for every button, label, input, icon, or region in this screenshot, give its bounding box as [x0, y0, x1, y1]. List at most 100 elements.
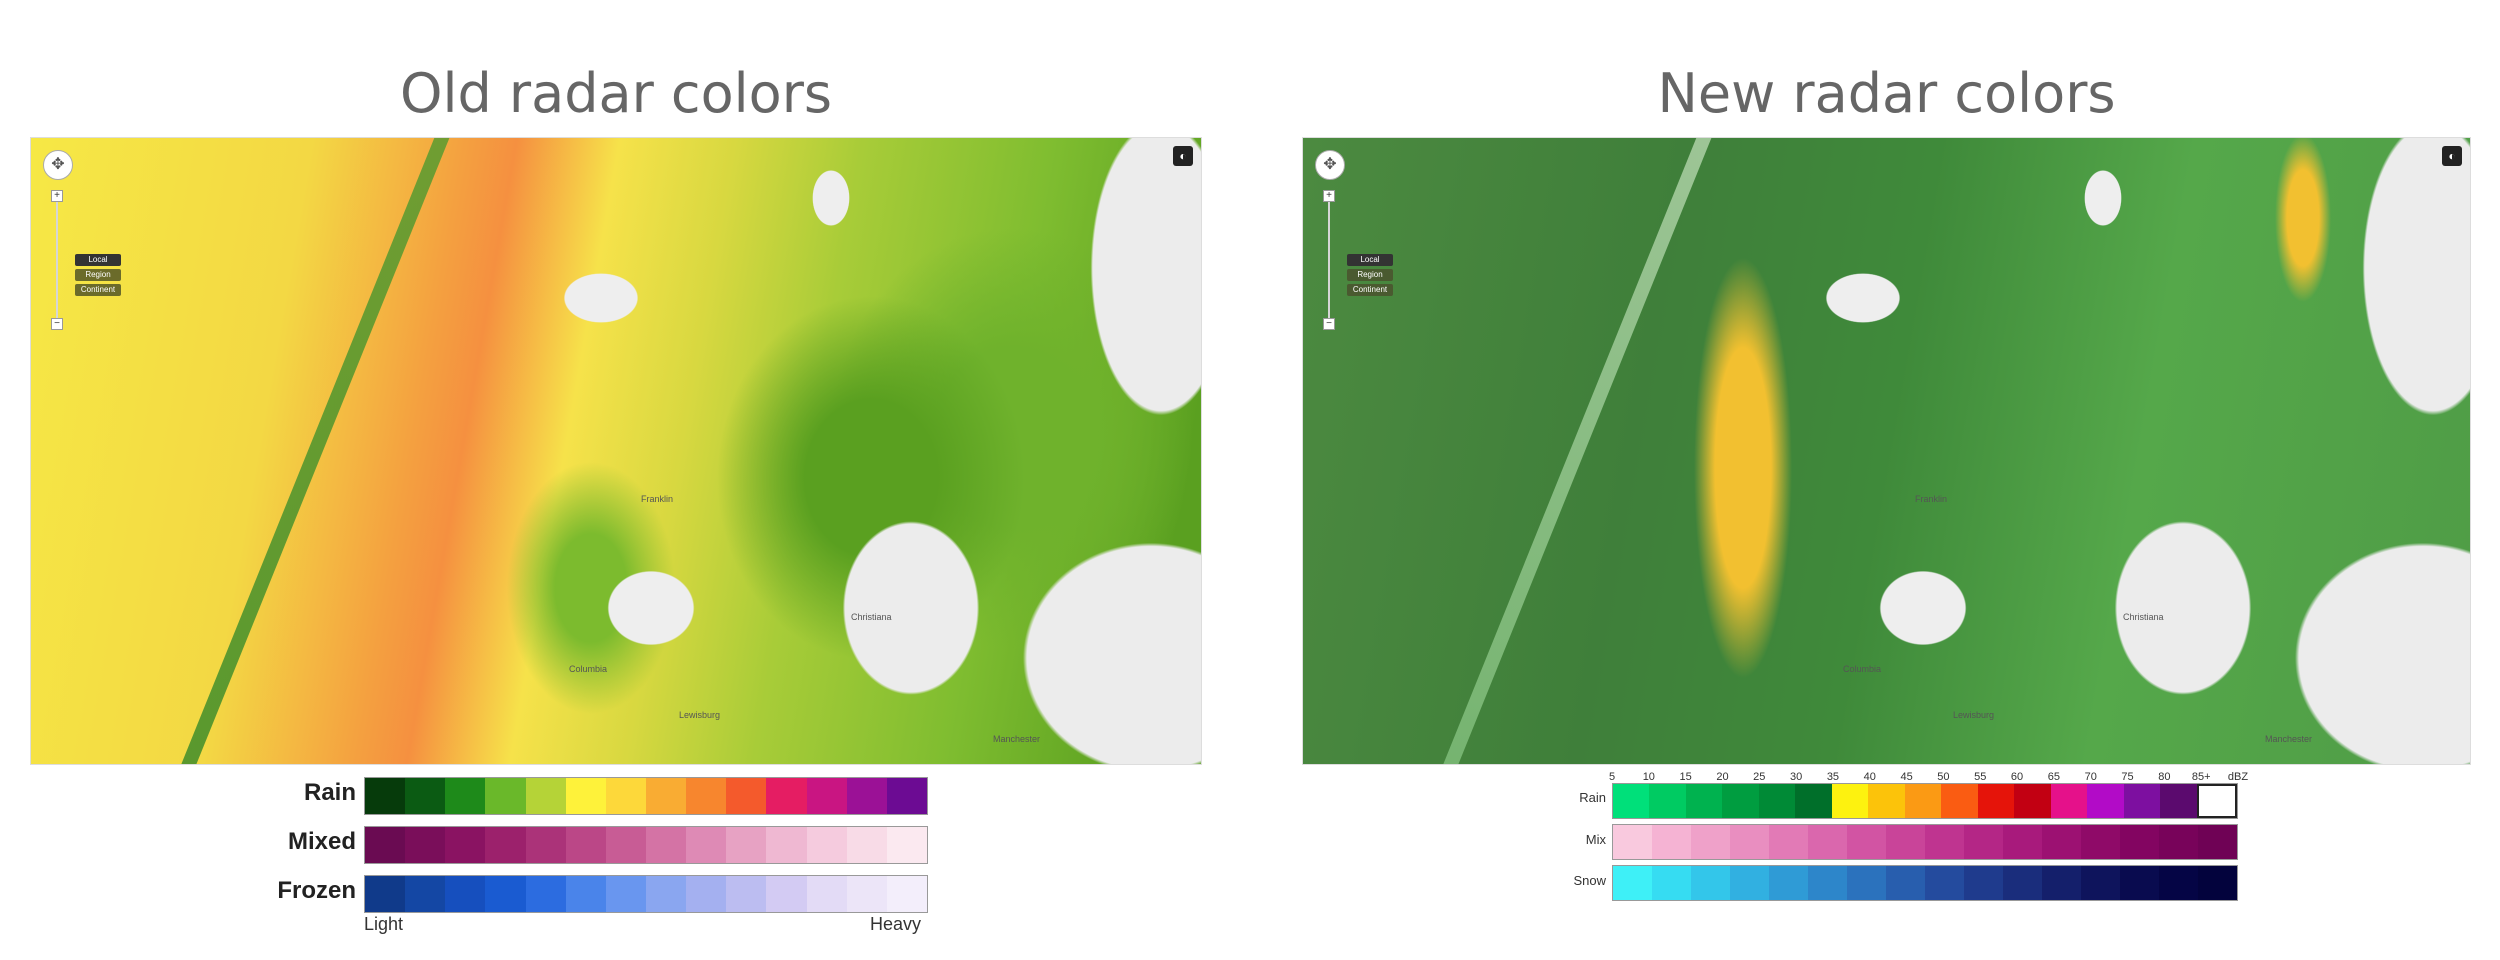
- place-label-christiana: Christiana: [851, 612, 892, 622]
- level-continent-button[interactable]: Continent: [75, 284, 121, 296]
- dbz-tick-label: 15: [1679, 771, 1692, 783]
- level-local-button[interactable]: Local: [1347, 254, 1393, 266]
- level-continent-button[interactable]: Continent: [1347, 284, 1393, 296]
- color-swatch: [1886, 825, 1925, 859]
- legend-label-mix: Mix: [1585, 832, 1606, 847]
- new-snow-color-bar: [1612, 865, 2238, 901]
- color-swatch: [2087, 784, 2124, 818]
- color-swatch: [1685, 784, 1723, 818]
- color-swatch: [726, 876, 767, 912]
- radar-beam-streak: [166, 138, 465, 764]
- color-swatch: [2014, 784, 2051, 818]
- color-swatch: [2123, 784, 2161, 818]
- color-swatch: [605, 778, 646, 814]
- color-swatch: [645, 827, 687, 863]
- zoom-out-button[interactable]: −: [51, 318, 63, 330]
- color-swatch: [365, 778, 406, 814]
- color-swatch: [2160, 784, 2197, 818]
- color-swatch: [846, 827, 887, 863]
- new-rain-color-bar: [1612, 783, 2238, 819]
- level-local-button[interactable]: Local: [75, 254, 121, 266]
- color-swatch: [1613, 866, 1652, 900]
- legend-heavy-label: Heavy: [870, 914, 922, 934]
- level-region-button[interactable]: Region: [75, 269, 121, 281]
- color-swatch: [886, 876, 927, 912]
- color-swatch: [766, 827, 807, 863]
- zoom-in-button[interactable]: +: [1323, 190, 1335, 202]
- color-swatch: [485, 778, 526, 814]
- dbz-tick-label: 5: [1608, 771, 1616, 783]
- color-swatch: [485, 827, 526, 863]
- color-swatch: [2196, 784, 2237, 818]
- color-swatch: [525, 876, 566, 912]
- zoom-in-button[interactable]: +: [51, 190, 63, 202]
- zoom-slider-track[interactable]: [56, 194, 58, 324]
- color-swatch: [365, 827, 406, 863]
- color-swatch: [1730, 866, 1769, 900]
- color-swatch: [2120, 866, 2159, 900]
- legend-label-rain: Rain: [303, 779, 356, 806]
- color-swatch: [485, 876, 526, 912]
- zoom-slider-track[interactable]: [1328, 194, 1330, 324]
- dbz-tick-label: 35: [1826, 771, 1840, 783]
- old-radar-map[interactable]: ✥ + − Local Region Continent ◐ Franklin …: [30, 137, 1202, 765]
- color-swatch: [1652, 866, 1691, 900]
- color-swatch: [445, 827, 486, 863]
- color-swatch: [726, 778, 767, 814]
- zoom-out-button[interactable]: −: [1323, 318, 1335, 330]
- place-label-manchester: Manchester: [993, 734, 1041, 744]
- place-label-christiana: Christiana: [2123, 612, 2164, 622]
- color-swatch: [766, 876, 807, 912]
- legend-light-label: Light: [364, 914, 404, 934]
- color-swatch: [1649, 784, 1686, 818]
- pan-compass-icon[interactable]: ✥: [1315, 150, 1345, 180]
- dbz-tick-label: 55: [1974, 771, 1987, 783]
- place-label-franklin: Franklin: [1915, 494, 1948, 504]
- place-label-lewisburg: Lewisburg: [679, 710, 721, 720]
- place-label-manchester: Manchester: [2265, 734, 2313, 744]
- color-swatch: [1941, 784, 1978, 818]
- color-swatch: [726, 827, 767, 863]
- color-swatch: [2003, 825, 2042, 859]
- color-swatch: [1964, 825, 2003, 859]
- place-label-columbia: Columbia: [569, 664, 608, 674]
- old-radar-title: Old radar colors: [399, 62, 833, 125]
- color-swatch: [1847, 866, 1886, 900]
- dbz-tick-label: 80: [2158, 771, 2171, 783]
- old-mixed-color-bar: [364, 826, 928, 864]
- color-swatch: [806, 827, 847, 863]
- dbz-tick-label: 50: [1937, 771, 1950, 783]
- color-swatch: [1769, 866, 1808, 900]
- color-swatch: [2003, 866, 2042, 900]
- color-swatch: [686, 778, 727, 814]
- color-swatch: [1613, 825, 1652, 859]
- color-swatch: [846, 778, 887, 814]
- old-frozen-color-bar: [364, 875, 928, 913]
- color-swatch: [1886, 866, 1925, 900]
- color-swatch: [1691, 825, 1730, 859]
- color-swatch: [1613, 784, 1650, 818]
- color-swatch: [1808, 825, 1847, 859]
- color-swatch: [525, 827, 566, 863]
- color-swatch: [2081, 866, 2120, 900]
- dbz-tick-label: 60: [2010, 771, 2024, 783]
- place-label-columbia: Columbia: [1843, 664, 1882, 674]
- new-radar-map[interactable]: ✥ + − Local Region Continent ◐ Franklin …: [1302, 137, 2471, 765]
- pan-compass-icon[interactable]: ✥: [43, 150, 73, 180]
- new-radar-title: New radar colors: [1657, 62, 2116, 125]
- color-swatch: [686, 876, 727, 912]
- level-region-button[interactable]: Region: [1347, 269, 1393, 281]
- color-swatch: [1652, 825, 1691, 859]
- color-swatch: [1831, 784, 1869, 818]
- color-swatch: [565, 827, 606, 863]
- legend-label-snow: Snow: [1573, 873, 1606, 888]
- color-swatch: [1964, 866, 2003, 900]
- color-swatch: [2159, 866, 2198, 900]
- layers-icon[interactable]: ◐: [1173, 146, 1193, 166]
- layers-icon[interactable]: ◐: [2442, 146, 2462, 166]
- color-swatch: [886, 778, 927, 814]
- color-swatch: [1977, 784, 2015, 818]
- color-swatch: [1730, 825, 1769, 859]
- dbz-tick-label: 40: [1863, 771, 1876, 783]
- color-swatch: [1808, 866, 1847, 900]
